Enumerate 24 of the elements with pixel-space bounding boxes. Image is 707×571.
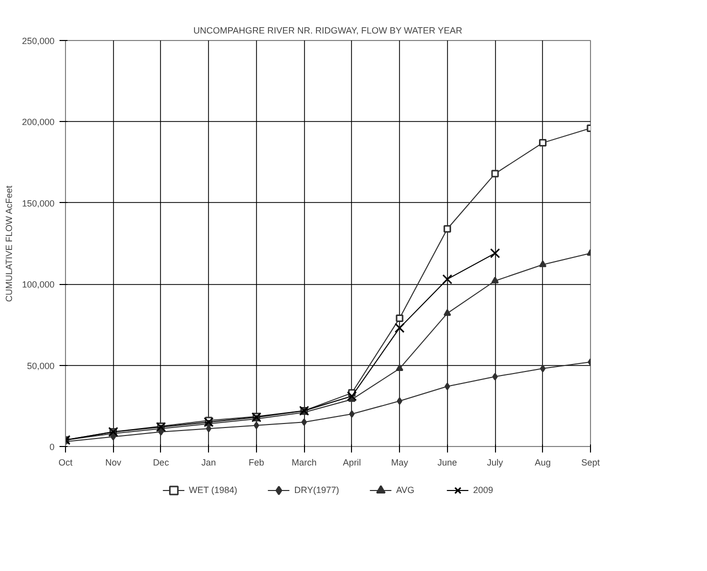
y-tick-label: 250,000: [22, 36, 55, 46]
y-tick-label: 150,000: [22, 198, 55, 208]
x-tick-label: Aug: [534, 458, 551, 468]
y-tick-label: 50,000: [26, 360, 55, 371]
chart-title: UNCOMPAHGRE RIVER NR. RIDGWAY, FLOW BY WATER YEAR: [193, 26, 463, 36]
x-tick-label: July: [487, 458, 504, 468]
x-tick-label: Jan: [201, 458, 216, 468]
x-tick-label: Feb: [248, 458, 264, 468]
y-tick-label: 200,000: [22, 117, 55, 128]
x-tick-label: Oct: [58, 458, 73, 468]
legend-label: DRY(1977): [294, 485, 340, 495]
y-tick-label: 100,000: [22, 280, 55, 290]
x-tick-label: April: [342, 458, 361, 468]
x-tick-label: March: [292, 458, 317, 468]
y-axis-title: CUMULATIVE FLOW AcFeet: [4, 185, 14, 302]
legend-label: 2009: [473, 485, 494, 495]
x-tick-label: Nov: [105, 458, 122, 468]
x-tick-label: Dec: [152, 458, 170, 468]
y-tick-label: 0: [49, 442, 55, 452]
x-tick-label: Sept: [581, 458, 600, 468]
x-tick-label: May: [391, 458, 409, 468]
x-tick-label: June: [438, 458, 458, 468]
legend-label: WET (1984): [188, 485, 238, 495]
legend-label: AVG: [396, 485, 416, 495]
